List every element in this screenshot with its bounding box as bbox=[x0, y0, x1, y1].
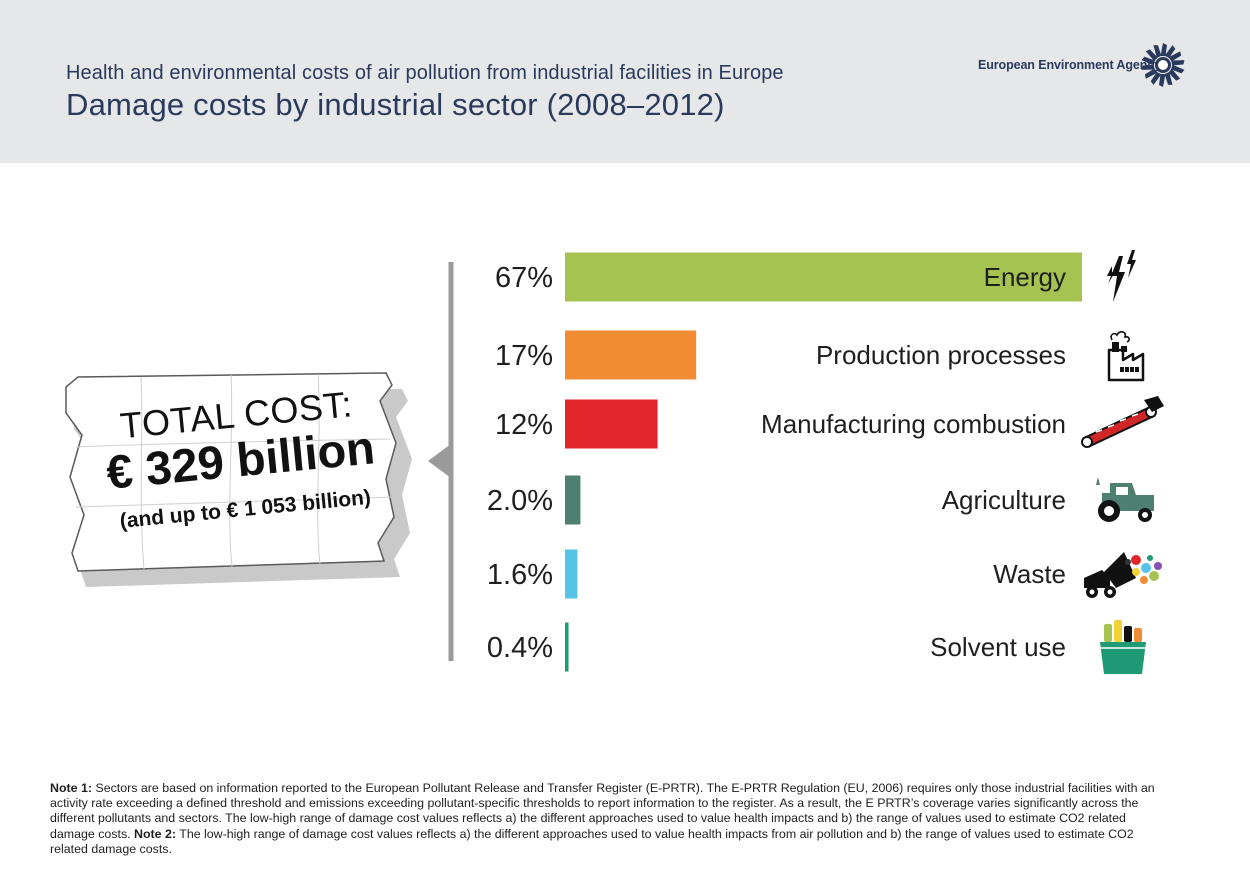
waste-truck-icon bbox=[1084, 552, 1162, 598]
category-label: Production processes bbox=[816, 340, 1066, 370]
tractor-icon bbox=[1096, 477, 1154, 522]
note1-text: Sectors are based on information reporte… bbox=[50, 781, 1155, 841]
category-label: Manufacturing combustion bbox=[761, 409, 1066, 439]
page-title: Damage costs by industrial sector (2008–… bbox=[66, 87, 725, 122]
bar-production-processes bbox=[565, 330, 697, 380]
factory-icon bbox=[1107, 331, 1145, 382]
bar-waste bbox=[565, 549, 578, 599]
conveyor-icon bbox=[1081, 396, 1164, 448]
category-label: Agriculture bbox=[942, 485, 1066, 515]
bar-agriculture bbox=[565, 475, 581, 525]
category-label: Solvent use bbox=[930, 632, 1066, 662]
solvent-basket-icon bbox=[1100, 620, 1146, 674]
header-band: Health and environmental costs of air po… bbox=[0, 0, 1250, 163]
bar-manufacturing-combustion bbox=[565, 399, 658, 449]
value-label: 0.4% bbox=[487, 632, 553, 664]
icons-group bbox=[1081, 250, 1164, 674]
value-label: 12% bbox=[495, 409, 553, 441]
total-cost-text: TOTAL COST: € 329 billion (and up to € 1… bbox=[75, 380, 409, 570]
page-subtitle: Health and environmental costs of air po… bbox=[66, 62, 784, 84]
value-label: 1.6% bbox=[487, 559, 553, 591]
category-label: Waste bbox=[993, 559, 1066, 589]
value-label: 2.0% bbox=[487, 485, 553, 517]
category-label: Energy bbox=[984, 262, 1066, 292]
value-label: 67% bbox=[495, 262, 553, 294]
eea-logo-icon bbox=[1141, 43, 1185, 87]
callout-pointer bbox=[428, 444, 451, 478]
bar-energy bbox=[565, 252, 1082, 302]
note1-label: Note 1: bbox=[50, 781, 92, 795]
bars-group: 67% Energy 17% Production processes 12% Manuf… bbox=[487, 252, 1082, 672]
value-label: 17% bbox=[495, 340, 553, 372]
note2-text: The low-high range of damage cost values… bbox=[50, 826, 1134, 856]
note2-label: Note 2: bbox=[134, 826, 177, 841]
footnote: Note 1: Sectors are based on information… bbox=[50, 781, 1160, 857]
lightning-icon bbox=[1107, 250, 1136, 302]
total-cost-tag bbox=[65, 372, 412, 587]
brand-name: European Environment Agency bbox=[978, 58, 1161, 72]
bar-solvent-use bbox=[565, 622, 569, 672]
